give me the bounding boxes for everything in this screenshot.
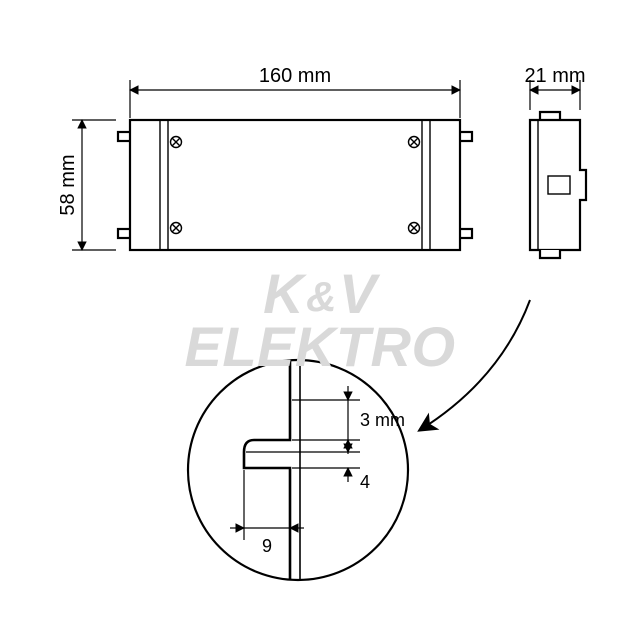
- front-view: [118, 120, 472, 250]
- dim-detail-3mm-label: 3 mm: [360, 410, 405, 430]
- dim-height-label: 58 mm: [57, 154, 79, 215]
- dim-width-label: 160 mm: [259, 65, 331, 87]
- detail-view: 3 mm 4 9: [188, 360, 408, 580]
- detail-circle-outline: [188, 360, 408, 580]
- screw-icon: [409, 223, 420, 234]
- screw-icon: [171, 137, 182, 148]
- dim-detail-9-label: 9: [262, 536, 272, 556]
- side-view: [530, 112, 586, 258]
- screw-icon: [409, 137, 420, 148]
- dim-depth-label: 21 mm: [524, 65, 585, 87]
- side-latch-icon: [548, 176, 570, 194]
- dim-detail-4-label: 4: [360, 472, 370, 492]
- technical-drawing: 160 mm 58 mm 21 mm: [0, 0, 640, 640]
- screw-icon: [171, 223, 182, 234]
- pointer-arrow: [420, 300, 530, 430]
